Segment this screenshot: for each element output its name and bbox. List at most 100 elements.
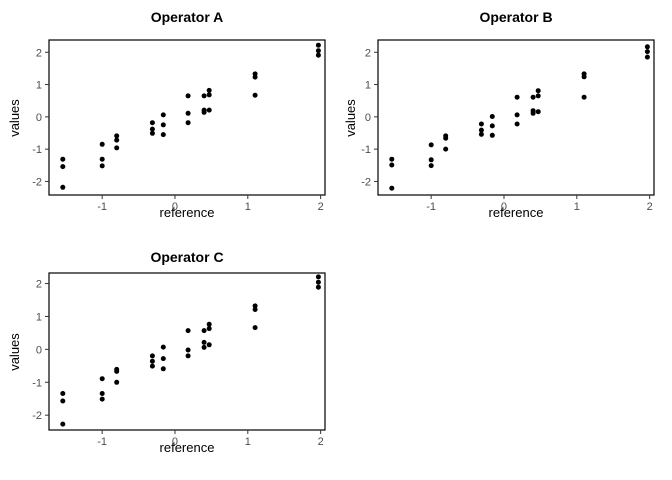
x-axis-title: reference [488,205,544,220]
data-point [206,107,212,113]
data-point [389,156,395,162]
plot-title: Operator C [150,249,224,265]
data-point [185,328,191,334]
data-point [644,49,650,55]
plot-title: Operator B [479,9,553,25]
x-tick-label: 2 [318,201,324,213]
data-point [201,339,207,345]
data-point [644,44,650,50]
data-point [114,145,120,151]
data-point [514,94,520,100]
data-point [185,120,191,126]
x-tick-label: 0 [172,436,178,448]
data-point [185,347,191,353]
data-point [530,94,536,100]
y-tick-label: 2 [36,279,42,291]
data-point [644,54,650,60]
data-point [201,328,207,334]
x-tick-label: 2 [318,436,324,448]
data-point [149,363,155,369]
data-point [428,157,434,163]
data-point [60,421,66,427]
data-point [514,112,520,118]
data-point [160,344,166,350]
data-point [581,94,587,100]
data-point [206,342,212,348]
data-point [99,141,105,147]
plot-title: Operator A [150,9,224,25]
data-point [530,110,536,116]
y-tick-label: 2 [36,47,42,59]
data-point [315,52,321,58]
x-tick-label: 1 [245,436,251,448]
y-tick-label: 1 [365,80,371,92]
data-point [160,132,166,138]
data-point [315,274,321,280]
y-tick-label: -2 [32,410,42,422]
data-point [185,93,191,99]
data-point [99,391,105,396]
data-point [535,88,541,94]
data-point [185,353,191,359]
data-point [535,93,541,99]
data-point [149,126,155,132]
data-point [478,131,484,137]
data-point [206,87,212,93]
y-tick-label: 0 [365,112,371,124]
data-point [149,120,155,126]
data-point [315,279,321,285]
panel-border [48,272,326,431]
x-tick-label: 2 [647,201,653,213]
data-point [428,163,434,169]
data-point [428,142,434,148]
y-tick-label: 0 [36,344,42,356]
x-tick-label: -1 [97,201,107,213]
scatter-plot: -1 0 1 2 -2 -1 0 1 2 [32,39,326,213]
y-tick-label: 2 [365,47,371,59]
data-point [252,325,258,331]
data-point [60,398,66,404]
data-point [315,48,321,54]
x-tick-label: -1 [97,436,107,448]
data-point [252,92,258,98]
data-point [389,185,395,191]
data-point [206,326,212,332]
data-point [160,366,166,372]
data-point [443,146,449,152]
x-tick-label: 0 [501,201,507,213]
data-point [149,130,155,136]
scatter-plot: -1 0 1 2 -2 -1 0 1 2 [361,39,655,213]
y-tick-label: 1 [36,311,42,323]
x-axis-title: reference [159,205,215,220]
data-point [252,303,258,309]
data-point [478,121,484,127]
data-point [514,121,520,127]
x-tick-label: 0 [172,201,178,213]
data-point [201,109,207,115]
data-point [114,133,120,139]
panel-border [48,39,326,196]
data-point [99,163,105,169]
data-point [114,379,120,385]
data-point [99,156,105,162]
data-point [489,123,495,129]
panel-border [377,39,655,196]
data-point [201,344,207,350]
y-tick-label: -1 [32,377,42,389]
y-tick-label: -2 [361,176,371,188]
data-point [252,74,258,80]
y-tick-label: 0 [36,112,42,124]
subplot-operator-b: Operator B values reference -1 0 1 2 -2 -1 0 1 2 [336,0,672,240]
data-point [581,74,587,80]
x-tick-label: 1 [245,201,251,213]
data-point [315,42,321,48]
data-point [99,396,105,402]
data-point [252,307,258,312]
data-point [206,321,212,327]
y-tick-label: -1 [32,144,42,156]
scatter-plot: -1 0 1 2 -2 -1 0 1 2 [32,272,326,448]
data-point [206,92,212,98]
data-point [315,284,321,290]
data-point [160,122,166,128]
